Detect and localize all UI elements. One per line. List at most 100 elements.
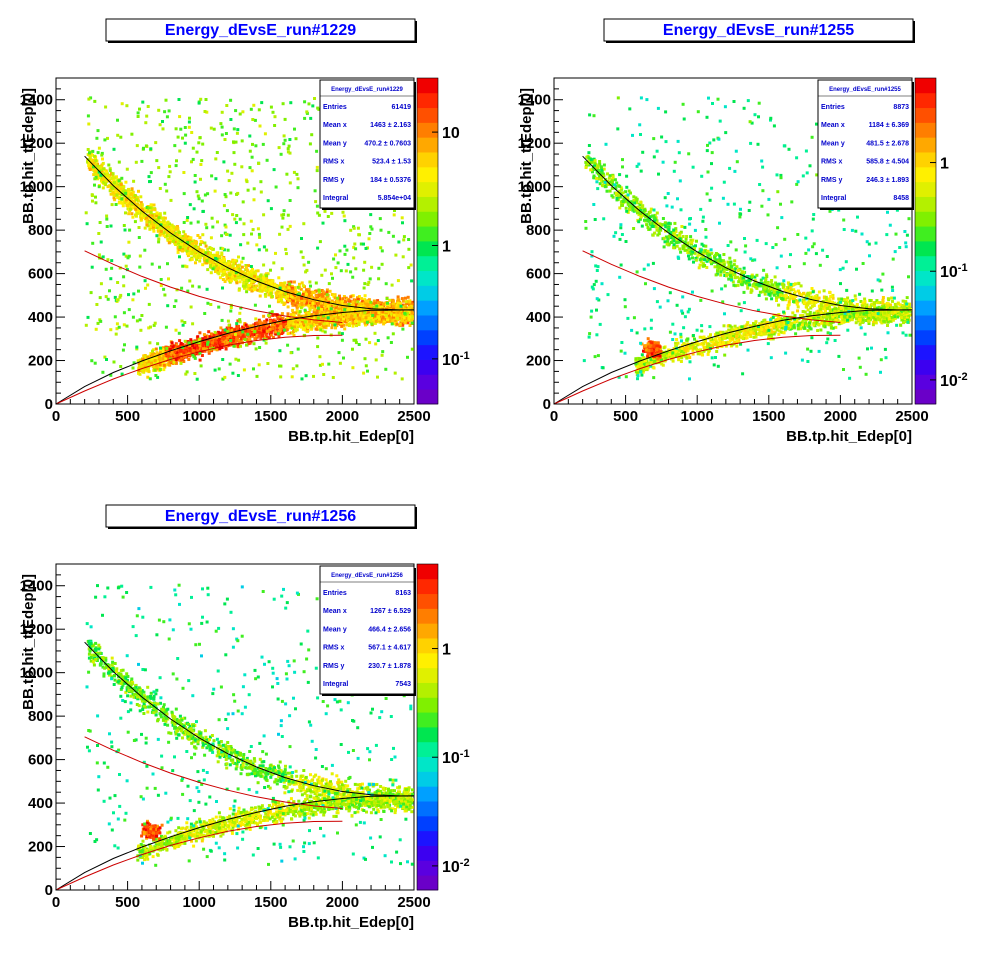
heatmap-cell [356, 300, 360, 304]
heatmap-cell [150, 221, 154, 225]
heatmap-cell [252, 288, 256, 292]
heatmap-cell [149, 203, 153, 207]
heatmap-cell [213, 368, 217, 372]
heatmap-cell [110, 176, 114, 180]
heatmap-cell [389, 316, 393, 320]
heatmap-cell [286, 332, 290, 336]
heatmap-cell [362, 315, 366, 318]
heatmap-cell [323, 268, 327, 272]
heatmap-cell [367, 313, 370, 317]
heatmap-cell [406, 321, 410, 325]
heatmap-cell [341, 297, 345, 301]
heatmap-cell [342, 317, 345, 321]
heatmap-cell [144, 358, 148, 362]
heatmap-cell [105, 214, 109, 218]
heatmap-cell [162, 346, 165, 350]
heatmap-cell [209, 247, 213, 250]
heatmap-cell [286, 314, 290, 317]
heatmap-cell [180, 319, 184, 323]
heatmap-cell [305, 329, 309, 333]
heatmap-cell [106, 136, 109, 140]
heatmap-cell [240, 165, 244, 169]
heatmap-cell [373, 314, 377, 318]
heatmap-cell [230, 332, 234, 336]
heatmap-cell [137, 368, 141, 372]
heatmap-cell [250, 334, 254, 338]
heatmap-cell [137, 365, 141, 369]
heatmap-cell [197, 248, 201, 251]
heatmap-cell [86, 160, 90, 164]
heatmap-cell [245, 268, 249, 272]
heatmap-cell [299, 287, 303, 291]
heatmap-cell [113, 295, 117, 299]
heatmap-cell [307, 295, 310, 299]
heatmap-cell [262, 325, 266, 329]
heatmap-cell [236, 276, 240, 280]
heatmap-cell [268, 329, 272, 333]
heatmap-cell [201, 342, 205, 346]
heatmap-cell [94, 327, 98, 331]
heatmap-cell [205, 226, 209, 230]
heatmap-cell [299, 315, 303, 319]
heatmap-cell [357, 304, 360, 308]
heatmap-cell [236, 319, 240, 323]
heatmap-cell [138, 372, 142, 376]
heatmap-cell [342, 356, 345, 360]
heatmap-cell [221, 328, 225, 332]
heatmap-cell [134, 213, 137, 217]
heatmap-cell [243, 286, 246, 290]
heatmap-cell [100, 168, 103, 171]
heatmap-cell [148, 227, 152, 231]
heatmap-cell [220, 251, 224, 255]
heatmap-cell [336, 296, 340, 300]
heatmap-cell [357, 316, 361, 320]
heatmap-cell [410, 302, 414, 306]
heatmap-cell [313, 97, 316, 100]
heatmap-cell [334, 306, 338, 309]
heatmap-cell [239, 270, 243, 274]
heatmap-cell [253, 274, 257, 278]
heatmap-cell [380, 301, 384, 305]
heatmap-cell [272, 287, 276, 291]
heatmap-cell [173, 236, 177, 240]
heatmap-cell [165, 223, 169, 227]
heatmap-cell [379, 228, 383, 232]
heatmap-cell [324, 313, 328, 317]
heatmap-cell [261, 279, 265, 283]
heatmap-cell [298, 282, 301, 286]
heatmap-cell [259, 336, 263, 340]
heatmap-cell [262, 288, 266, 292]
heatmap-cell [164, 98, 168, 102]
heatmap-cell [381, 316, 385, 320]
heatmap-cell [200, 354, 204, 357]
heatmap-cell [126, 201, 130, 205]
heatmap-cell [146, 355, 150, 359]
heatmap-cell [118, 189, 122, 193]
heatmap-cell [144, 207, 147, 211]
heatmap-cell [190, 339, 194, 343]
heatmap-cell [237, 324, 240, 328]
heatmap-cell [247, 334, 250, 338]
heatmap-cell [233, 333, 237, 336]
heatmap-cell [318, 240, 322, 244]
heatmap-cell [410, 306, 414, 310]
heatmap-cell [225, 104, 229, 107]
heatmap-cell [331, 319, 335, 323]
heatmap-cell [312, 320, 316, 323]
heatmap-cell [175, 288, 179, 292]
heatmap-cell [338, 302, 342, 306]
heatmap-cell [107, 163, 111, 167]
heatmap-cell [221, 257, 225, 260]
heatmap-cell [319, 302, 322, 306]
heatmap-cell [180, 244, 184, 248]
heatmap-cell [352, 318, 356, 322]
heatmap-cell [174, 328, 178, 332]
heatmap-cell [138, 265, 142, 269]
heatmap-cell [339, 308, 343, 312]
heatmap-cell [229, 191, 233, 195]
heatmap-cell [410, 311, 414, 315]
heatmap-cell [315, 325, 319, 329]
heatmap-cell [358, 302, 362, 306]
heatmap-cell [159, 284, 163, 287]
heatmap-cell [170, 228, 174, 232]
